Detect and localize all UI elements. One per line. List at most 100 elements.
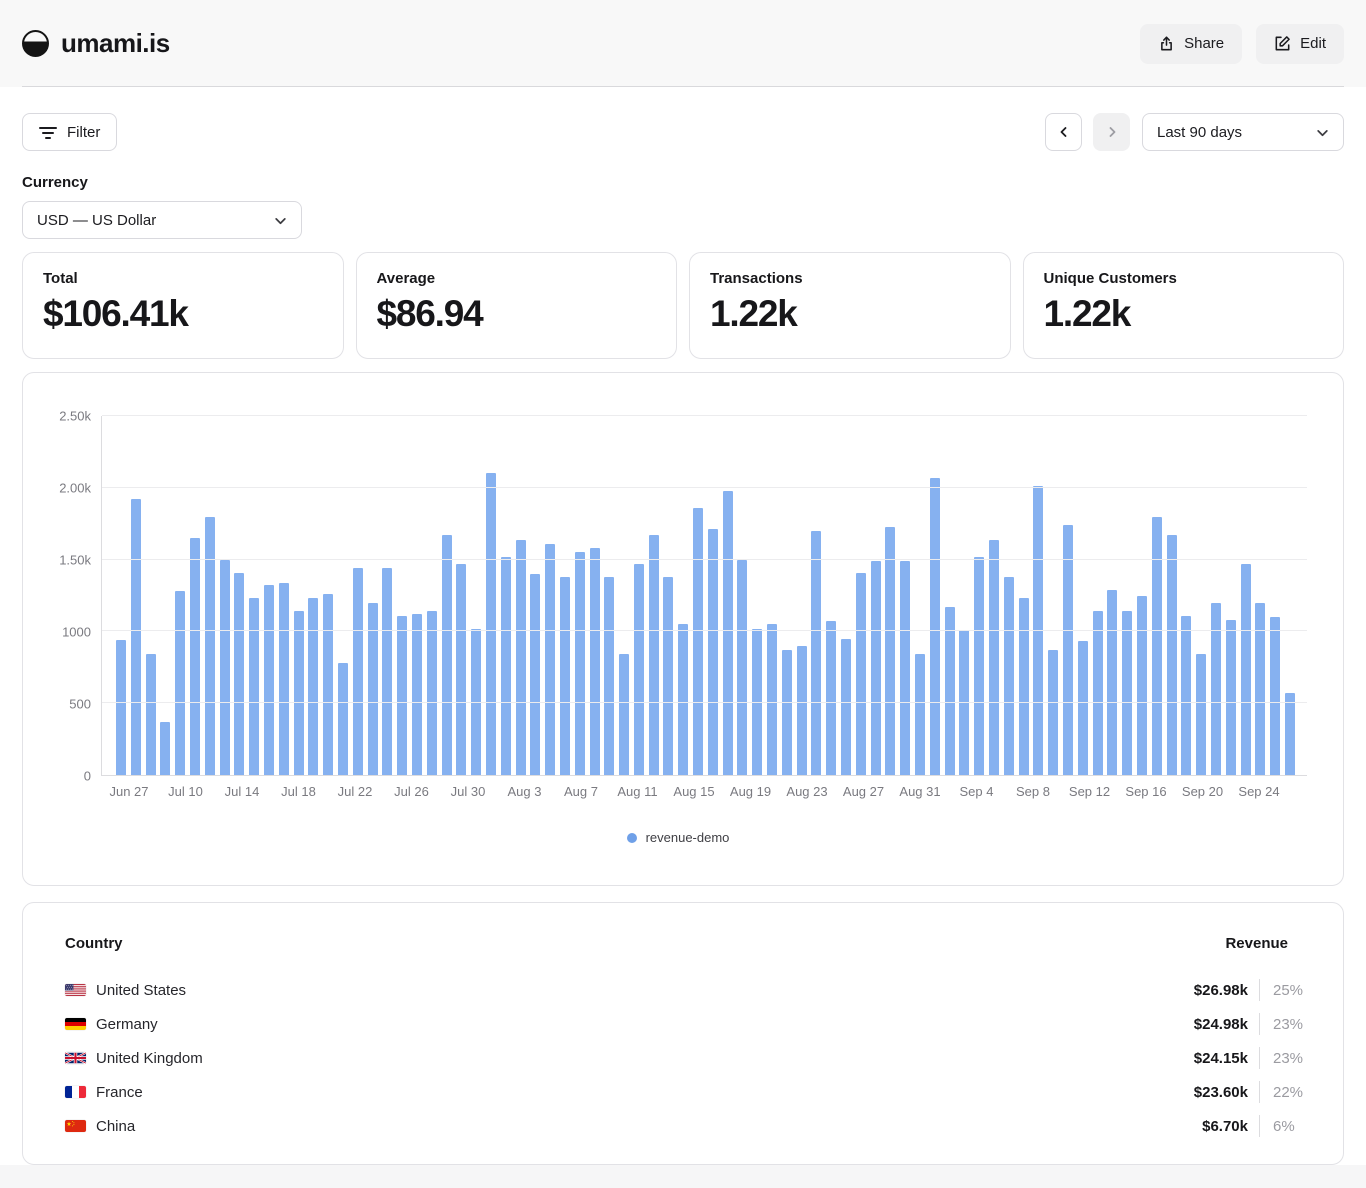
chart-bar[interactable] [648,535,659,775]
chart-bar[interactable] [619,654,630,775]
edit-button[interactable]: Edit [1256,23,1344,64]
table-row[interactable]: United Kingdom $24.15k 23% [65,1041,1319,1075]
chart-bar[interactable] [752,628,763,775]
chart-bar[interactable] [781,650,792,775]
chart-bar[interactable] [1284,693,1295,775]
chart-bar[interactable] [915,654,926,775]
chart-bar[interactable] [160,721,171,775]
chart-bar[interactable] [944,607,955,775]
chart-bar[interactable] [1151,516,1162,775]
percent-divider [1259,1047,1260,1069]
x-axis-label: Aug 19 [729,784,772,799]
chart-bar[interactable] [456,563,467,775]
chart-bar[interactable] [234,572,245,775]
chart-bar[interactable] [1210,602,1221,775]
chart-bar[interactable] [663,576,674,775]
chart-bar[interactable] [811,530,822,775]
y-axis-label: 500 [69,696,91,712]
chart-bar[interactable] [1136,595,1147,775]
chart-bar[interactable] [989,539,1000,775]
chart-bar[interactable] [737,559,748,775]
chart-bar[interactable] [885,526,896,775]
chart-bar[interactable] [1077,641,1088,775]
chart-bar[interactable] [485,473,496,775]
prev-period-button[interactable] [1045,113,1082,151]
chart-bar[interactable] [441,535,452,775]
chart-bar[interactable] [1240,563,1251,775]
chart-bar[interactable] [426,611,437,775]
chart-bar[interactable] [1048,650,1059,775]
chart-bar[interactable] [175,591,186,775]
date-range-select[interactable]: Last 90 days [1142,113,1344,151]
chart-bar[interactable] [1092,611,1103,775]
gridline [102,486,1307,488]
table-header: Country Revenue [65,935,1319,952]
chart-bar[interactable] [515,539,526,775]
chart-bar[interactable] [1018,598,1029,775]
chart-bar[interactable] [1107,589,1118,775]
chart-legend[interactable]: revenue-demo [49,830,1307,845]
table-row[interactable]: China $6.70k 6% [65,1109,1319,1143]
currency-select[interactable]: USD — US Dollar [22,201,302,239]
chart-bar[interactable] [826,621,837,775]
chart-bar[interactable] [559,576,570,775]
chart-bar[interactable] [293,611,304,775]
chart-bar[interactable] [471,628,482,775]
chart-bar[interactable] [1196,654,1207,775]
chart-bar[interactable] [900,561,911,775]
chart-bar[interactable] [1122,611,1133,775]
chart-bar[interactable] [693,507,704,775]
chart-bar[interactable] [263,585,274,775]
chart-bar[interactable] [189,538,200,775]
chart-bar[interactable] [1003,576,1014,775]
table-row[interactable]: United States $26.98k 25% [65,973,1319,1007]
chart-bar[interactable] [382,568,393,775]
chart-bar[interactable] [767,624,778,775]
chart-bar[interactable] [1225,619,1236,775]
chart-bar[interactable] [633,563,644,775]
x-axis-label: Jul 22 [337,784,373,799]
chart-bar[interactable] [722,490,733,775]
chart-bar[interactable] [796,645,807,775]
chart-bar[interactable] [130,499,141,775]
chart-bar[interactable] [397,615,408,775]
chart-bar[interactable] [678,624,689,775]
chart-bar[interactable] [974,556,985,775]
chart-bar[interactable] [870,561,881,775]
chart-bar[interactable] [1255,602,1266,775]
chart-bar[interactable] [352,568,363,775]
chart-bar[interactable] [204,516,215,775]
next-period-button[interactable] [1093,113,1130,151]
chart-bar[interactable] [249,598,260,775]
chart-bar[interactable] [1063,525,1073,775]
chart-bar[interactable] [530,573,541,775]
header-actions: Share Edit [1140,23,1344,64]
chart-bar[interactable] [855,572,866,775]
chart-bar[interactable] [707,529,718,775]
x-axis: Jun 27 Jul 10 Jul 14 Jul 18 Jul 22 Jul 26 Jul … [109,784,1279,800]
chart-bar[interactable] [500,556,511,775]
chart-bar[interactable] [219,559,230,775]
chart-bar[interactable] [323,594,334,775]
chart-bar[interactable] [278,582,289,775]
table-row[interactable]: France $23.60k 22% [65,1075,1319,1109]
chart-bar[interactable] [367,602,378,775]
chart-bar[interactable] [604,576,615,775]
chart-bar[interactable] [411,614,422,775]
chart-bar[interactable] [929,477,940,775]
chart-bar[interactable] [1166,535,1177,775]
share-button[interactable]: Share [1140,23,1243,64]
chart-bar[interactable] [545,543,556,775]
chart-bar[interactable] [116,640,126,775]
chart-bar[interactable] [145,653,156,775]
chart-bar[interactable] [337,663,348,775]
table-row[interactable]: Germany $24.98k 23% [65,1007,1319,1041]
chart-bar[interactable] [589,548,600,775]
chart-bar[interactable] [1270,617,1281,775]
chart-bar[interactable] [1181,615,1192,775]
chart-bar[interactable] [841,638,852,775]
chart-bar[interactable] [308,598,319,775]
chart-bar[interactable] [574,552,585,775]
stat-card-total: Total $106.41k [22,252,344,359]
filter-button[interactable]: Filter [22,113,118,151]
